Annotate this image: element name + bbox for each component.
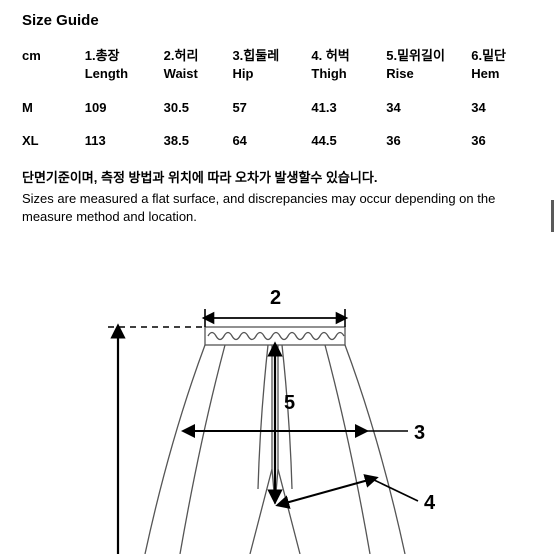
label-waist: 2 — [270, 287, 281, 309]
col-hem: 6.밑단 Hem — [471, 47, 532, 100]
label-thigh: 4 — [424, 492, 436, 514]
unit-header: cm — [22, 47, 85, 100]
value-cell: 38.5 — [164, 133, 233, 166]
header-row: cm 1.총장 Length 2.허리 Waist 3.힙둘레 Hip 4. 허… — [22, 47, 532, 100]
col-en: Thigh — [311, 66, 346, 81]
col-en: Waist — [164, 66, 198, 81]
col-ko: 6.밑단 — [471, 48, 506, 63]
col-ko: 5.밑위길이 — [386, 48, 445, 63]
col-ko: 2.허리 — [164, 48, 199, 63]
col-rise: 5.밑위길이 Rise — [386, 47, 471, 100]
col-en: Hip — [232, 66, 253, 81]
value-cell: 44.5 — [311, 133, 386, 166]
measure-waist: 2 — [205, 287, 345, 327]
col-waist: 2.허리 Waist — [164, 47, 233, 100]
col-ko: 1.총장 — [85, 48, 120, 63]
col-ko: 4. 허벅 — [311, 48, 349, 63]
col-length: 1.총장 Length — [85, 47, 164, 100]
value-cell: 30.5 — [164, 100, 233, 133]
value-cell: 57 — [232, 100, 311, 133]
note-english: Sizes are measured a flat surface, and d… — [22, 190, 532, 226]
size-guide-title: Size Guide — [22, 12, 532, 29]
value-cell: 109 — [85, 100, 164, 133]
col-en: Hem — [471, 66, 499, 81]
label-rise: 5 — [284, 392, 295, 414]
value-cell: 36 — [386, 133, 471, 166]
size-cell: M — [22, 100, 85, 133]
measure-hip: 3 — [188, 422, 425, 444]
value-cell: 113 — [85, 133, 164, 166]
table-row: M 109 30.5 57 41.3 34 34 — [22, 100, 532, 133]
value-cell: 34 — [471, 100, 532, 133]
size-cell: XL — [22, 133, 85, 166]
label-hip: 3 — [414, 422, 425, 444]
value-cell: 36 — [471, 133, 532, 166]
col-en: Length — [85, 66, 128, 81]
col-hip: 3.힙둘레 Hip — [232, 47, 311, 100]
value-cell: 34 — [386, 100, 471, 133]
table-row: XL 113 38.5 64 44.5 36 36 — [22, 133, 532, 166]
value-cell: 41.3 — [311, 100, 386, 133]
col-ko: 3.힙둘레 — [232, 48, 279, 63]
col-en: Rise — [386, 66, 413, 81]
note-korean: 단면기준이며, 측정 방법과 위치에 따라 오차가 발생할수 있습니다. — [22, 168, 532, 188]
measurement-diagram: 2 5 3 4 — [0, 279, 554, 554]
size-table: cm 1.총장 Length 2.허리 Waist 3.힙둘레 Hip 4. 허… — [22, 47, 532, 166]
col-thigh: 4. 허벅 Thigh — [311, 47, 386, 100]
value-cell: 64 — [232, 133, 311, 166]
